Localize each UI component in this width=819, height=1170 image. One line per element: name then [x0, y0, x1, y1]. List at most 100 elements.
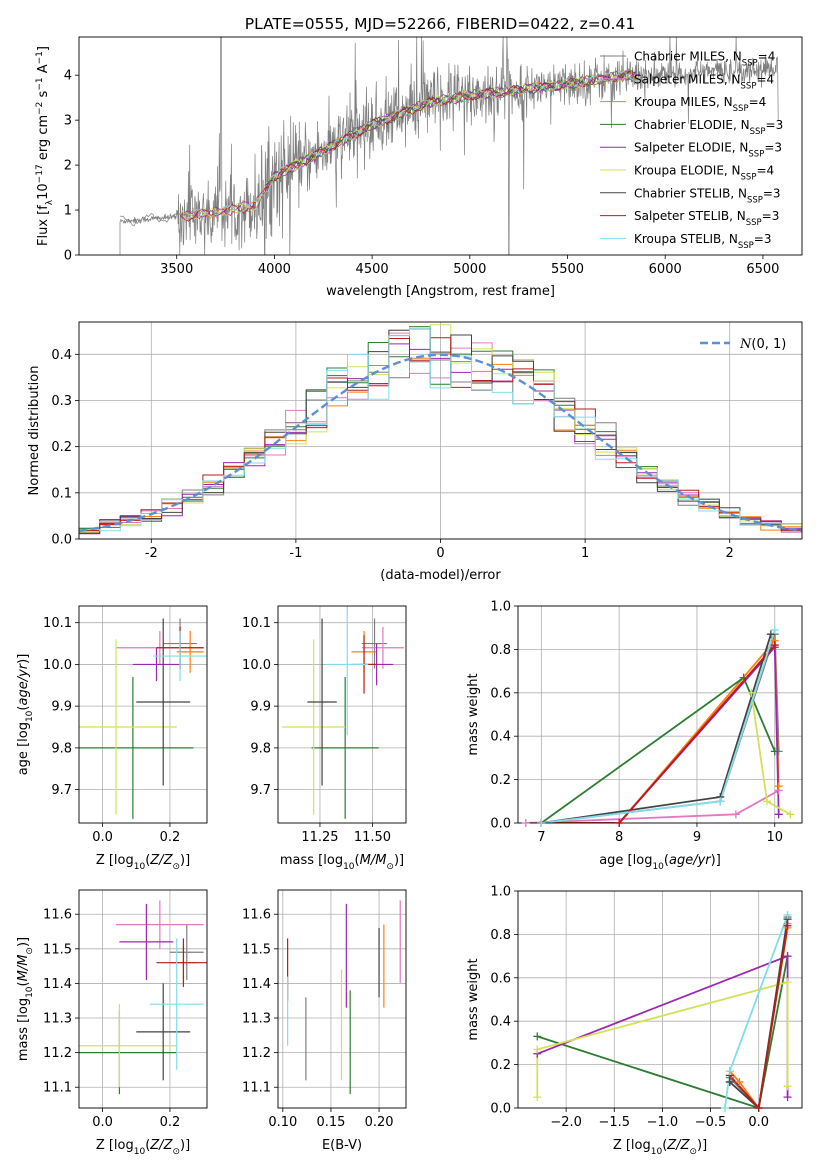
weight-point-marker	[766, 630, 775, 639]
y-axis-label-part: 10	[25, 710, 35, 722]
weight-series-line	[537, 955, 789, 1108]
histogram-series	[79, 337, 802, 539]
y-tick-label: 2	[64, 159, 72, 174]
model-spectrum-line	[180, 70, 636, 222]
y-axis-label-part: −1	[35, 77, 45, 90]
plot-area	[79, 618, 207, 819]
legend-label-sub: SSP	[741, 81, 757, 91]
x-axis-label-part: (	[664, 853, 669, 868]
x-axis-label-part: ⊙	[386, 862, 394, 872]
x-axis-label-part: Z/Z	[666, 1138, 690, 1153]
legend-label: Chabrier STELIB, NSSP=3	[634, 186, 781, 205]
x-axis-label-part: mass [log	[280, 853, 343, 868]
plot-area	[79, 324, 802, 539]
y-axis-label-part: (	[16, 981, 31, 986]
x-tick-label: 2	[726, 546, 734, 561]
weight-point-marker	[521, 819, 530, 827]
y-tick-label: 9.9	[250, 700, 271, 715]
x-axis-label-part: )]	[711, 853, 721, 868]
y-axis-label-part: ]	[36, 46, 51, 51]
legend-label-part: Chabrier MILES, N	[634, 50, 742, 64]
weight-point-marker	[762, 797, 771, 806]
histogram-series	[79, 328, 802, 539]
y-axis-label: mass weight	[466, 958, 481, 1040]
y-tick-label: 0	[64, 249, 72, 264]
y-tick-label: 0.3	[51, 394, 72, 409]
x-tick-label: 11.25	[301, 830, 338, 845]
weight-point-marker	[533, 1032, 542, 1041]
weight-point-marker	[783, 921, 792, 930]
weight-series-line	[536, 980, 789, 1098]
y-tick-label: 10.0	[242, 658, 271, 673]
legend-label-sub: SSP	[738, 241, 754, 251]
axes-frame	[277, 889, 407, 1109]
y-tick-label: 11.3	[242, 1012, 271, 1027]
y-axis-label-part: mass [log	[16, 998, 31, 1061]
legend-label: N(0, 1)	[739, 337, 786, 352]
x-tick-label: 1	[581, 546, 589, 561]
legend-label-part: Chabrier ELODIE, N	[634, 118, 750, 132]
weight-point-marker	[747, 688, 756, 697]
panel-age-vs-mass: 11.25 11.50 9.7 9.8 9.9 10.0 10.1 mass [log10(M…	[242, 605, 407, 872]
x-tick-label: 5000	[453, 262, 486, 277]
y-tick-label: 0.0	[490, 1102, 511, 1117]
y-tick-label: 1.0	[490, 885, 511, 900]
legend-label-part: Kroupa STELIB, N	[634, 232, 738, 246]
x-axis-label-part: ⊙	[172, 1147, 180, 1157]
y-tick-label: 0.4	[490, 1015, 511, 1030]
x-axis-label-part: (	[145, 1138, 150, 1153]
y-tick-label: 9.8	[250, 741, 271, 756]
y-tick-label: 11.4	[242, 977, 271, 992]
weight-point-marker	[537, 819, 546, 827]
model-spectrum-line	[264, 70, 636, 186]
panel-mass-vs-Z: 0.0 0.211.111.211.311.411.511.6Z [log10(Z…	[16, 889, 208, 1157]
x-tick-label: 5500	[551, 262, 584, 277]
weight-point-marker	[533, 1093, 542, 1102]
y-axis-label-part: mass weight	[466, 958, 481, 1040]
x-axis-label-part: )]	[180, 1138, 190, 1153]
legend-label-part: =3	[766, 118, 784, 132]
plot-area	[287, 900, 401, 1095]
histogram-series	[79, 324, 802, 539]
plot-area	[79, 900, 207, 1095]
x-tick-label: 3500	[160, 262, 193, 277]
legend-label: Salpeter MILES, NSSP=4	[634, 72, 774, 91]
weight-point-marker	[725, 1067, 734, 1076]
legend-label-part: =4	[756, 164, 774, 178]
y-tick-label: 11.1	[43, 1081, 72, 1096]
y-tick-label: 0.8	[490, 928, 511, 943]
y-tick-label: 10.1	[43, 616, 72, 631]
x-axis-label: Z [log10(Z/Z⊙)]	[96, 853, 190, 872]
y-axis-label-part: Normed distribution	[27, 366, 42, 496]
legend-label-part: =4	[756, 72, 774, 86]
y-tick-label: 11.2	[43, 1046, 72, 1061]
x-axis-label-part: 10	[343, 862, 355, 872]
x-axis-label-part: 10	[651, 1147, 663, 1157]
weight-point-marker	[774, 810, 783, 819]
x-tick-label: 10	[766, 830, 783, 845]
y-tick-label: 11.4	[43, 977, 72, 992]
histogram-series	[79, 326, 802, 539]
y-axis-label-part: ⊙	[25, 947, 35, 955]
y-axis-label-part: −17	[35, 164, 45, 183]
y-tick-label: 0.2	[490, 773, 511, 788]
weight-point-marker	[783, 910, 792, 919]
x-tick-label: 0.20	[365, 1115, 394, 1130]
y-axis-label-part: erg cm	[36, 115, 51, 164]
legend-label-sub: SSP	[750, 127, 766, 137]
weight-point-marker	[783, 1082, 792, 1091]
y-tick-label: 10.1	[242, 616, 271, 631]
legend-label-sub: SSP	[741, 173, 757, 183]
legend-label-sub: SSP	[748, 150, 764, 160]
x-axis-label: E(B-V)	[322, 1138, 362, 1153]
weight-point-marker	[783, 978, 792, 987]
y-axis-label: Flux [fλ10−17 erg cm−2 s−1 A−1]	[35, 46, 55, 246]
legend-label-sub: SSP	[733, 104, 749, 114]
y-axis-label-part: age [log	[16, 722, 31, 775]
legend-label-sub: SSP	[742, 59, 758, 69]
y-tick-label: 9.8	[51, 741, 72, 756]
weight-point-marker	[774, 782, 783, 791]
x-axis-label-part: (	[145, 853, 150, 868]
y-tick-label: 11.3	[43, 1012, 72, 1027]
model-spectrum-line	[180, 69, 636, 220]
